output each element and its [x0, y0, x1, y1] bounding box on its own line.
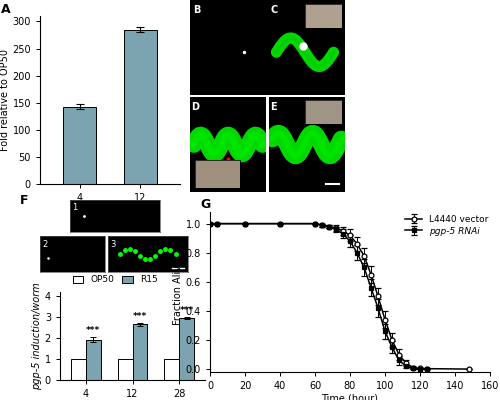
Bar: [86, 340, 100, 380]
Text: ***: ***: [180, 306, 194, 315]
Bar: [180, 318, 194, 380]
Y-axis label: pgp-5 induction/worm: pgp-5 induction/worm: [32, 282, 42, 390]
Text: G: G: [200, 198, 210, 211]
X-axis label: Time (hour): Time (hour): [322, 394, 378, 400]
Bar: [164, 359, 180, 380]
Text: A: A: [1, 3, 11, 16]
Text: 3: 3: [110, 240, 116, 249]
Y-axis label: Fold relative to OP50: Fold relative to OP50: [0, 49, 10, 151]
Text: ***: ***: [86, 326, 101, 335]
Text: C: C: [270, 5, 278, 15]
X-axis label: Time (hour): Time (hour): [82, 206, 138, 216]
Bar: [118, 359, 132, 380]
Text: D: D: [192, 102, 200, 112]
Text: B: B: [193, 5, 200, 15]
Legend: L4440 vector, pgp-5 RNAi: L4440 vector, pgp-5 RNAi: [406, 215, 488, 236]
Y-axis label: Fraction Alive: Fraction Alive: [173, 259, 183, 325]
Text: F: F: [20, 194, 28, 207]
Bar: [132, 324, 148, 380]
Text: 2: 2: [42, 240, 47, 249]
Text: ***: ***: [133, 312, 147, 321]
Legend: OP50, R15: OP50, R15: [69, 272, 161, 288]
Bar: [124, 30, 157, 184]
Text: E: E: [270, 102, 277, 112]
Bar: [71, 359, 86, 380]
Text: 1: 1: [72, 203, 77, 212]
Bar: [63, 106, 96, 184]
